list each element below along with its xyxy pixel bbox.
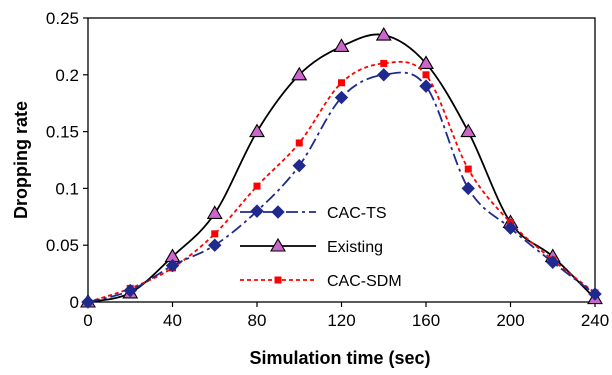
data-point (249, 123, 265, 138)
data-point (123, 283, 137, 298)
x-tick-label: 0 (83, 311, 92, 330)
y-axis-title: Dropping rate (11, 101, 31, 219)
x-tick-label: 160 (412, 311, 440, 330)
data-point (253, 182, 261, 190)
x-tick-label: 200 (496, 311, 524, 330)
data-point (503, 221, 518, 235)
y-tick-label: 0.1 (55, 179, 79, 198)
data-point (208, 238, 222, 252)
data-point (165, 258, 180, 273)
axes: 0 0.05 0.1 0.15 0.2 0.25 0 40 80 120 160 200 240 (46, 9, 609, 330)
legend-label: CAC-TS (327, 205, 387, 222)
legend-marker (270, 237, 286, 252)
x-tick-label: 40 (163, 311, 182, 330)
x-axis-title: Simulation time (sec) (249, 348, 430, 368)
y-tick-label: 0 (70, 293, 79, 312)
legend: CAC-TS Existing CAC-SDM (240, 205, 402, 290)
legend-label: CAC-SDM (327, 273, 402, 290)
legend-label: Existing (327, 239, 383, 256)
data-point (375, 26, 392, 41)
x-tick-label: 240 (581, 311, 609, 330)
data-point (338, 79, 345, 87)
x-tick-label: 120 (327, 311, 355, 330)
data-point (206, 205, 223, 219)
legend-marker (274, 276, 282, 284)
data-point (334, 90, 349, 105)
series-layer (80, 26, 603, 309)
data-point (81, 295, 95, 309)
data-point (418, 55, 434, 69)
x-tick-label: 80 (248, 311, 267, 330)
legend-marker (271, 205, 285, 219)
data-point (333, 38, 350, 52)
data-point (546, 255, 560, 269)
data-point (460, 123, 477, 138)
data-point (464, 165, 472, 173)
data-point (291, 66, 308, 81)
data-point (380, 59, 388, 67)
data-point (588, 287, 602, 301)
data-point (292, 158, 306, 173)
data-point (211, 230, 219, 238)
data-point (422, 71, 430, 79)
y-tick-label: 0.2 (55, 66, 79, 85)
data-point (461, 181, 475, 196)
data-point (295, 139, 303, 147)
data-point (419, 79, 433, 93)
y-tick-label: 0.15 (46, 123, 79, 142)
series-cac-ts (81, 68, 602, 309)
y-tick-label: 0.05 (46, 236, 79, 255)
y-tick-label: 0.25 (46, 9, 79, 28)
data-point (377, 68, 391, 82)
